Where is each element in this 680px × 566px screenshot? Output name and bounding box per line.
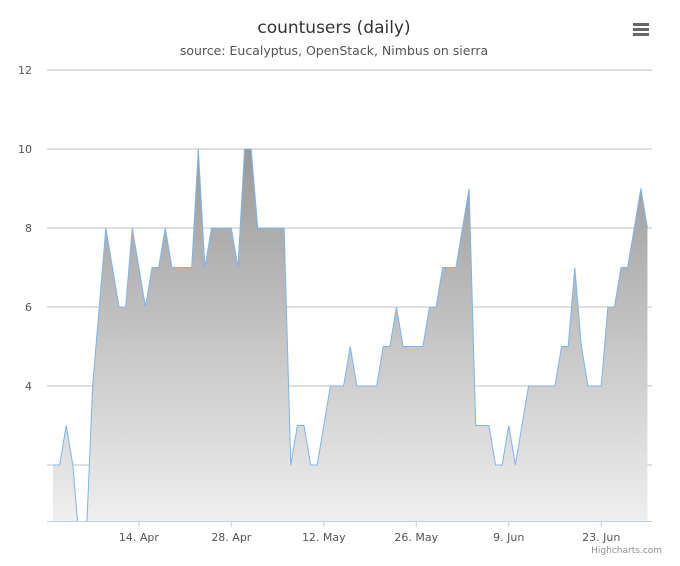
- x-tick-label: 12. May: [302, 531, 346, 544]
- x-tick-label: 9. Jun: [493, 531, 524, 544]
- x-tick-label: 14. Apr: [119, 531, 159, 544]
- y-tick-label: 4: [25, 380, 32, 393]
- chart-subtitle: source: Eucalyptus, OpenStack, Nimbus on…: [180, 43, 488, 58]
- y-tick-label: 12: [18, 64, 32, 77]
- x-tick-label: 26. May: [394, 531, 438, 544]
- y-tick-label: 10: [18, 143, 32, 156]
- credits-label[interactable]: Highcharts.com: [591, 546, 662, 556]
- series-line[interactable]: [53, 148, 648, 544]
- hamburger-menu-icon[interactable]: [626, 16, 654, 42]
- x-tick-label: 28. Apr: [211, 531, 251, 544]
- y-tick-label: 8: [25, 222, 32, 235]
- series-area-fill: [53, 149, 648, 521]
- y-tick-label: 6: [25, 301, 32, 314]
- y-axis-labels: 4 6 8 10 12: [18, 64, 32, 393]
- x-axis-labels: 14. Apr 28. Apr 12. May 26. May 9. Jun 23. Ju…: [119, 531, 620, 544]
- series-area: [53, 148, 648, 544]
- axes: [47, 521, 652, 527]
- chart-title: countusers (daily): [257, 18, 410, 38]
- x-tick-label: 23. Jun: [582, 531, 620, 544]
